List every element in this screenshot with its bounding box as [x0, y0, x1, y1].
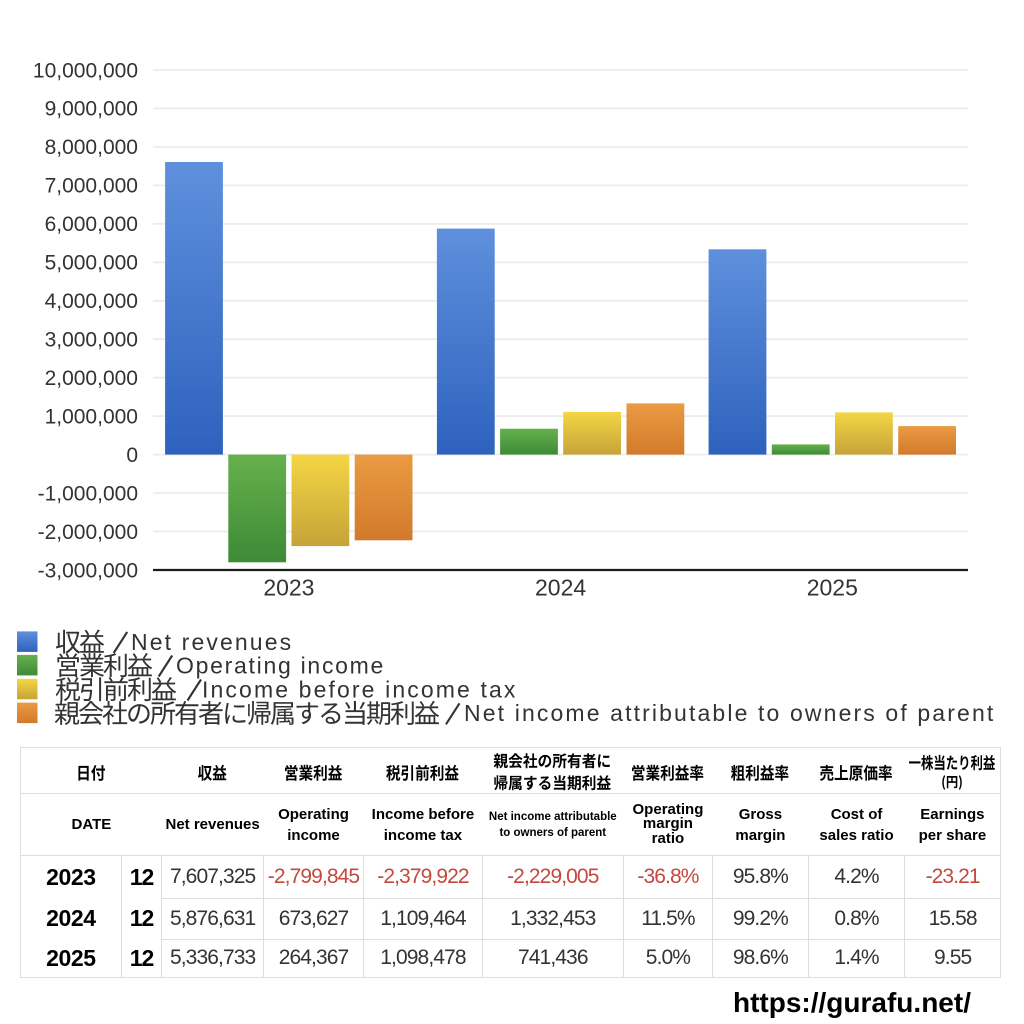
svg-text:-2,000,000: -2,000,000: [38, 521, 138, 544]
svg-text:5,000,000: 5,000,000: [45, 252, 138, 275]
svg-text:2,000,000: 2,000,000: [45, 367, 138, 390]
svg-text:6,000,000: 6,000,000: [45, 213, 138, 236]
svg-text:4,000,000: 4,000,000: [45, 290, 138, 313]
svg-text:9,000,000: 9,000,000: [45, 98, 138, 121]
svg-text:Net income attributable to own: Net income attributable to owners of par…: [464, 700, 995, 726]
svg-text:8,000,000: 8,000,000: [45, 136, 138, 159]
svg-text:0: 0: [126, 444, 138, 467]
svg-text:Income before income tax: Income before income tax: [202, 676, 518, 702]
svg-text:1,000,000: 1,000,000: [45, 405, 138, 428]
svg-text:3,000,000: 3,000,000: [45, 329, 138, 352]
svg-text:2025: 2025: [807, 575, 858, 601]
svg-text:Operating income: Operating income: [176, 652, 385, 678]
svg-text:-1,000,000: -1,000,000: [38, 482, 138, 505]
svg-text:2023: 2023: [263, 575, 314, 601]
svg-text:10,000,000: 10,000,000: [33, 59, 138, 82]
svg-text:7,000,000: 7,000,000: [45, 175, 138, 198]
svg-text:-3,000,000: -3,000,000: [38, 559, 138, 582]
svg-text:2024: 2024: [535, 575, 586, 601]
svg-text:Net revenues: Net revenues: [131, 629, 293, 655]
